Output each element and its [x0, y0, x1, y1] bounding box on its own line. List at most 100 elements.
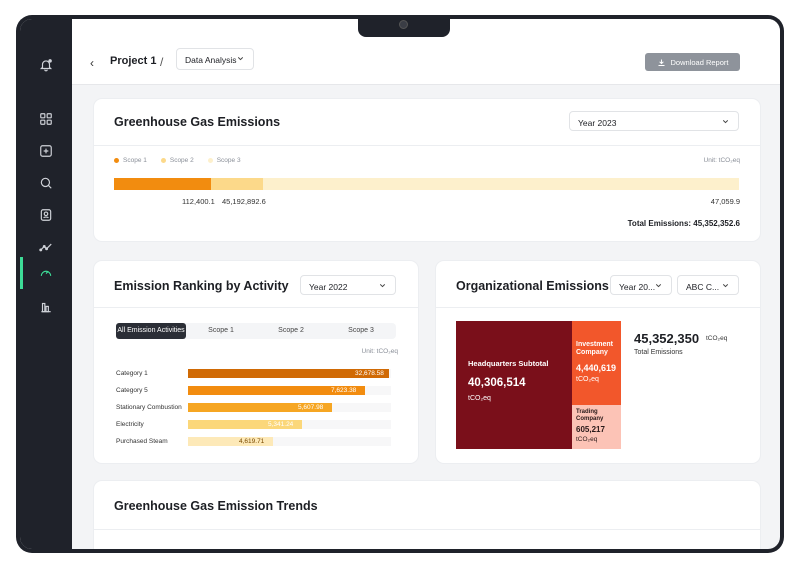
ghg-year-select[interactable]: Year 2023: [569, 111, 739, 131]
ghg-card-title: Greenhouse Gas Emissions: [114, 115, 281, 129]
ranking-card-title: Emission Ranking by Activity: [114, 279, 289, 293]
investment-name: Investment Company: [576, 341, 613, 356]
bar-chart-icon[interactable]: [36, 297, 56, 317]
chevron-down-icon: [722, 120, 729, 124]
search-icon[interactable]: [36, 173, 56, 193]
ranking-label: Purchased Steam: [116, 438, 168, 445]
chevron-down-icon: [379, 284, 386, 288]
trends-card-divider: [94, 529, 760, 530]
main-content: ‹ Project 1 / Data Analysis Download Rep…: [72, 19, 780, 549]
scope2-segment[interactable]: [210, 178, 263, 190]
ranking-label: Stationary Combustion: [116, 404, 182, 411]
ghg-total-emissions: Total Emissions: 45,352,352.6: [627, 219, 740, 228]
ranking-value: 32,678.58: [355, 370, 384, 377]
investment-value: 4,440,619: [576, 363, 617, 373]
analysis-dropdown[interactable]: Data Analysis: [176, 48, 254, 70]
sidebar: [20, 19, 72, 549]
ghg-card-divider: [94, 145, 760, 146]
ranking-card-divider: [94, 307, 418, 308]
ranking-bar[interactable]: [188, 386, 365, 395]
scope1-value: 112,400.1: [182, 197, 215, 206]
legend-item-scope3: Scope 3: [207, 157, 241, 164]
investment-unit: tCO₂eq: [576, 376, 599, 383]
tab-scope3[interactable]: Scope 3: [348, 327, 374, 334]
bell-icon[interactable]: [36, 55, 56, 75]
org-year-value: Year 20...: [619, 282, 656, 292]
tab-scope2[interactable]: Scope 2: [278, 327, 304, 334]
back-chevron-icon[interactable]: ‹: [90, 56, 94, 70]
ranking-tabs: All Emission Activities Scope 1 Scope 2 …: [116, 323, 396, 339]
plus-square-icon[interactable]: [36, 141, 56, 161]
scope1-swatch: [114, 158, 119, 163]
scope2-swatch: [160, 158, 166, 163]
tab-scope1[interactable]: Scope 1: [208, 327, 234, 334]
trading-unit: tCO₂eq: [576, 436, 598, 443]
project-title: Project 1: [110, 55, 157, 67]
organizational-emissions-card: Organizational Emissions Year 20... ABC …: [436, 261, 760, 463]
ranking-year-select[interactable]: Year 2022: [300, 275, 396, 295]
emission-trends-card: Greenhouse Gas Emission Trends: [94, 481, 760, 549]
ghg-unit-label: Unit: tCO₂eq: [703, 157, 740, 164]
org-card-divider: [436, 307, 760, 308]
treemap-headquarters[interactable]: Headquarters Subtotal 40,306,514 tCO₂eq: [456, 321, 572, 449]
ranking-label: Category 1: [116, 370, 148, 377]
ghg-stacked-bar: [114, 178, 739, 190]
download-icon: [658, 59, 665, 66]
download-report-label: Download Report: [670, 57, 729, 67]
legend-item-scope2: Scope 2: [160, 157, 194, 164]
legend-item-scope1: Scope 1: [114, 157, 147, 164]
org-card-title: Organizational Emissions: [456, 279, 609, 293]
device-frame: ‹ Project 1 / Data Analysis Download Rep…: [16, 15, 784, 553]
ranking-label: Category 5: [116, 387, 148, 394]
app-screen: ‹ Project 1 / Data Analysis Download Rep…: [20, 19, 780, 549]
scope3-segment[interactable]: [262, 178, 739, 190]
camera-icon: [399, 20, 408, 29]
scope3-value: 47,059.9: [710, 197, 740, 206]
ghg-emissions-card: Greenhouse Gas Emissions Year 2023 Scope…: [94, 99, 760, 241]
ghg-year-value: Year 2023: [578, 118, 617, 128]
chevron-down-icon: [722, 284, 729, 288]
ranking-unit-label: Unit: tCO₂eq: [361, 348, 398, 355]
user-badge-icon[interactable]: [36, 205, 56, 225]
scope2-value: 45,192,892.6: [222, 197, 266, 206]
ranking-label: Electricity: [116, 421, 144, 428]
org-total-value: 45,352,350: [634, 331, 700, 346]
ranking-bar[interactable]: [188, 403, 332, 412]
org-company-value: ABC C...: [686, 282, 720, 292]
gauge-icon[interactable]: [36, 263, 56, 283]
grid-icon[interactable]: [36, 109, 56, 129]
scope3-swatch: [207, 158, 213, 163]
ranking-value: 7,623.38: [331, 387, 357, 394]
device-notch: [358, 19, 450, 37]
ranking-value: 5,341.24: [268, 421, 294, 428]
download-report-button[interactable]: Download Report: [645, 53, 740, 71]
tab-all-emission-activities[interactable]: All Emission Activities: [116, 323, 186, 339]
trading-name: Trading Company: [576, 409, 604, 422]
ranking-year-value: Year 2022: [309, 282, 348, 292]
trading-value: 605,217: [576, 425, 605, 434]
treemap-trading-company[interactable]: Trading Company 605,217 tCO₂eq: [572, 405, 621, 449]
trends-card-title: Greenhouse Gas Emission Trends: [114, 499, 318, 513]
trend-line-icon[interactable]: [36, 237, 56, 257]
scope1-segment[interactable]: [114, 178, 211, 190]
org-company-select[interactable]: ABC C...: [677, 275, 739, 295]
analysis-dropdown-label: Data Analysis: [185, 55, 237, 65]
chevron-down-icon: [237, 57, 244, 61]
chevron-down-icon: [655, 284, 662, 288]
ghg-legend: Scope 1 Scope 2 Scope 3: [114, 157, 241, 164]
hq-value: 40,306,514: [468, 377, 526, 389]
org-total-label: Total Emissions: [634, 349, 683, 356]
hq-name: Headquarters Subtotal: [468, 359, 549, 368]
ranking-bar-track: [188, 437, 391, 446]
emission-ranking-card: Emission Ranking by Activity Year 2022 A…: [94, 261, 418, 463]
ranking-value: 5,607.98: [298, 404, 324, 411]
ranking-bar[interactable]: [188, 420, 302, 429]
ranking-bar[interactable]: [188, 369, 389, 378]
hq-unit: tCO₂eq: [468, 395, 491, 402]
treemap-investment-company[interactable]: Investment Company 4,440,619 tCO₂eq: [572, 321, 621, 405]
org-total-unit: tCO₂eq: [706, 335, 728, 342]
sidebar-active-indicator: [20, 257, 23, 289]
ranking-bar[interactable]: [188, 437, 273, 446]
org-year-select[interactable]: Year 20...: [610, 275, 672, 295]
breadcrumb-separator: /: [160, 55, 164, 69]
